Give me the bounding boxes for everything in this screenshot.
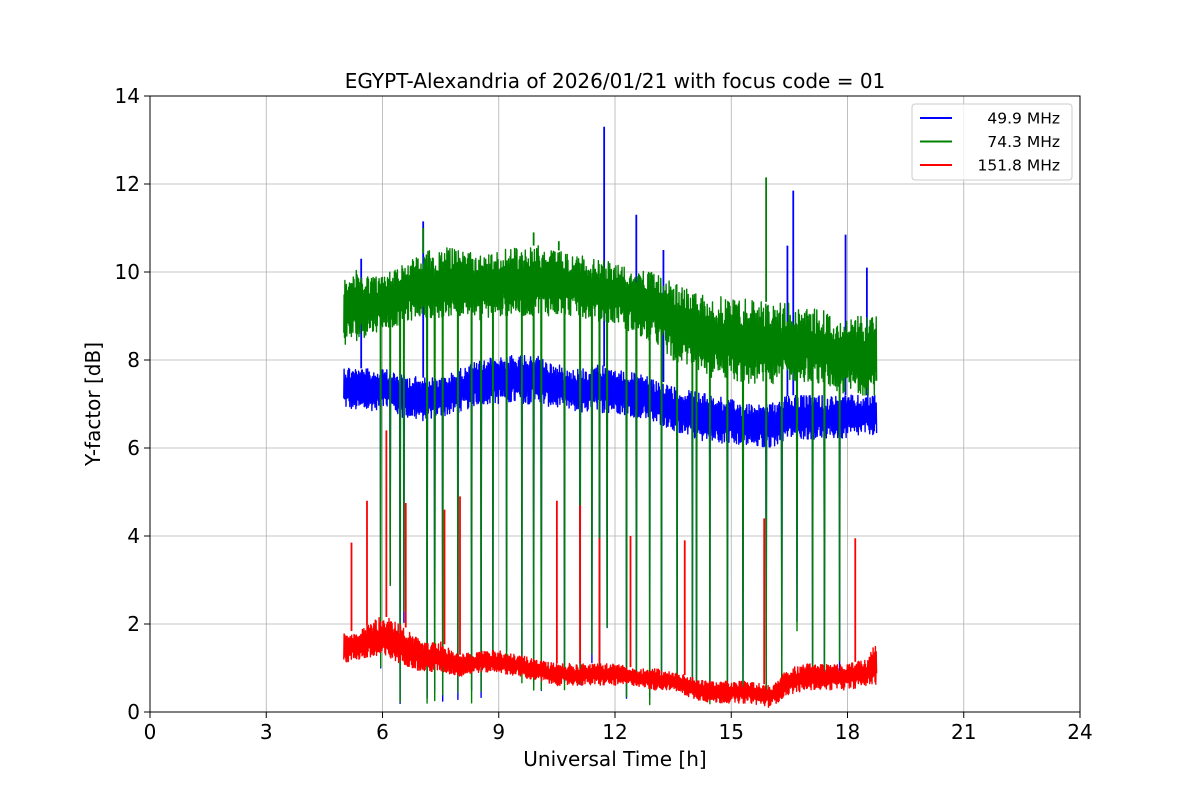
y-tick-label: 6 bbox=[127, 436, 140, 460]
x-tick-label: 3 bbox=[260, 720, 273, 744]
series-line bbox=[343, 245, 878, 706]
y-tick-label: 14 bbox=[115, 84, 140, 108]
series-line bbox=[343, 355, 878, 705]
series-line bbox=[343, 617, 878, 708]
x-tick-label: 6 bbox=[376, 720, 389, 744]
x-tick-label: 21 bbox=[951, 720, 976, 744]
legend-box bbox=[911, 103, 1073, 181]
y-tick-label: 10 bbox=[115, 260, 140, 284]
x-axis-label: Universal Time [h] bbox=[523, 747, 706, 771]
legend: 49.9 MHz 74.3 MHz 151.8 MHz bbox=[911, 103, 1073, 181]
plot-area bbox=[343, 126, 878, 708]
y-tick-label: 4 bbox=[127, 524, 140, 548]
y-tick-label: 12 bbox=[115, 172, 140, 196]
x-tick-label: 24 bbox=[1067, 720, 1092, 744]
chart-title: EGYPT-Alexandria of 2026/01/21 with focu… bbox=[345, 69, 886, 93]
x-tick-label: 9 bbox=[492, 720, 505, 744]
x-tick-label: 12 bbox=[602, 720, 627, 744]
x-tick-label: 18 bbox=[835, 720, 860, 744]
y-tick-label: 0 bbox=[127, 700, 140, 724]
x-tick-label: 15 bbox=[719, 720, 744, 744]
x-tick-label: 0 bbox=[144, 720, 157, 744]
legend-entry: 74.3 MHz bbox=[987, 133, 1060, 151]
y-tick-label: 8 bbox=[127, 348, 140, 372]
legend-entry: 49.9 MHz bbox=[987, 110, 1060, 128]
y-axis-label: Y-factor [dB] bbox=[81, 342, 105, 467]
legend-entry: 151.8 MHz bbox=[978, 157, 1060, 175]
y-tick-label: 2 bbox=[127, 612, 140, 636]
